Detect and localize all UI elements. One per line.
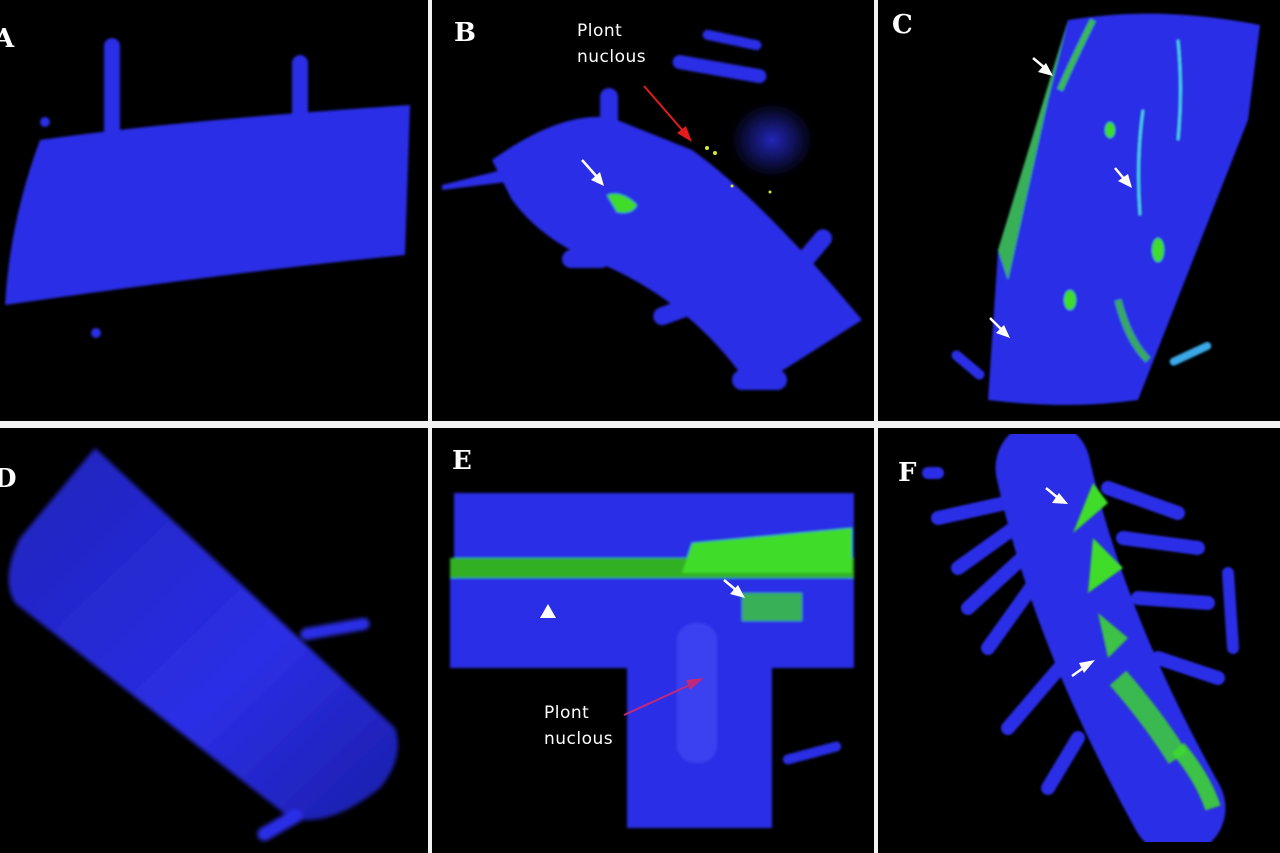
annotation-line: Plont — [544, 703, 590, 723]
panel-e: E Plont nuclous — [432, 428, 874, 853]
panel-label: B — [454, 18, 476, 48]
annotation-line: Plont — [577, 21, 623, 41]
panel-c-image — [951, 13, 1260, 405]
white-arrowhead-icon — [540, 604, 556, 618]
panel-d: D — [0, 428, 428, 853]
white-arrowhead-icon — [581, 159, 604, 186]
white-arrowhead-icon — [1114, 167, 1132, 188]
panel-a-image — [5, 38, 410, 338]
panel-label: F — [898, 458, 917, 488]
annotation-line: nuclous — [577, 47, 647, 68]
annotation: Plont nuclous — [544, 700, 613, 753]
white-arrowhead-icon — [1032, 57, 1053, 76]
white-arrowhead-icon — [1071, 660, 1095, 678]
white-arrowhead-icon — [723, 579, 745, 598]
white-arrowhead-icon — [1045, 487, 1068, 504]
panel-label: E — [452, 446, 472, 476]
white-arrowhead-icon — [989, 317, 1010, 338]
magenta-arrow-icon — [623, 678, 704, 716]
annotation-line: nuclous — [544, 729, 614, 750]
panel-d-image — [8, 448, 398, 841]
panel-e-image — [450, 493, 854, 828]
panel-b-image — [442, 29, 862, 391]
panel-label: A — [0, 24, 15, 54]
panel-label: D — [0, 464, 17, 494]
panel-label: C — [892, 10, 913, 40]
panel-f-image — [922, 428, 1239, 853]
panel-a: A — [0, 0, 428, 421]
panel-f: F — [878, 428, 1280, 853]
annotation: Plont nuclous — [577, 18, 646, 71]
red-arrow-icon — [643, 85, 692, 142]
panel-c: C — [878, 0, 1280, 421]
panel-b: B Plont nuclous — [432, 0, 874, 421]
